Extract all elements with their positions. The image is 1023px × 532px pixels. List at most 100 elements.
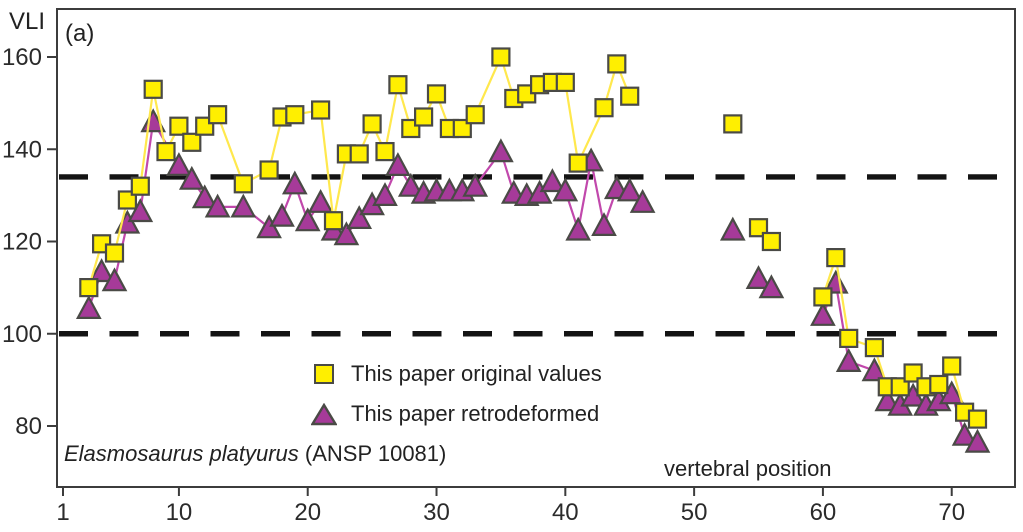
x-tick-label-20: 20 xyxy=(294,499,321,526)
panel-label: (a) xyxy=(65,20,95,47)
marker-square-pos-30 xyxy=(426,84,447,104)
y-tick-label-120: 120 xyxy=(2,229,42,256)
marker-triangle-pos-38 xyxy=(526,179,553,204)
marker-triangle-pos-43 xyxy=(591,212,617,236)
marker-square-pos-43 xyxy=(594,98,614,118)
marker-square-pos-7 xyxy=(130,176,150,196)
marker-triangle-pos-56 xyxy=(758,274,785,299)
x-tick-label-30: 30 xyxy=(423,499,450,526)
legend-label-retrodeformed: This paper retrodeformed xyxy=(351,401,600,426)
y-tick-label-140: 140 xyxy=(2,136,42,163)
marker-square-pos-27 xyxy=(388,75,408,95)
legend-row-retrodeformed: This paper retrodeformed xyxy=(306,394,602,434)
marker-square-pos-13 xyxy=(208,105,228,125)
y-tick-label-100: 100 xyxy=(2,321,42,348)
marker-triangle-pos-7 xyxy=(127,198,154,223)
marker-triangle-pos-28 xyxy=(397,172,424,197)
marker-triangle-pos-33 xyxy=(462,172,489,197)
marker-square-pos-33 xyxy=(465,105,485,125)
species-name: Elasmosaurus platyurus xyxy=(64,441,299,466)
legend-swatch-cell xyxy=(306,364,342,384)
marker-triangle-pos-55 xyxy=(745,265,772,289)
marker-square-pos-17 xyxy=(259,160,279,180)
marker-triangle-pos-11 xyxy=(178,165,205,190)
marker-square-pos-60 xyxy=(813,287,833,307)
specimen-number: (ANSP 10081) xyxy=(298,441,447,466)
marker-triangle-pos-72 xyxy=(964,428,991,453)
marker-square-pos-41 xyxy=(568,153,588,173)
marker-square-pos-3 xyxy=(79,278,99,298)
legend: This paper original values This paper re… xyxy=(306,354,602,434)
marker-square-pos-24 xyxy=(349,144,369,164)
legend-square-swatch xyxy=(314,364,334,384)
marker-triangle-pos-40 xyxy=(552,177,579,202)
marker-square-pos-11 xyxy=(182,132,202,152)
marker-triangle-pos-5 xyxy=(101,267,128,292)
specimen-caption: Elasmosaurus platyurus (ANSP 10081) xyxy=(64,441,446,467)
marker-square-pos-19 xyxy=(285,105,305,125)
marker-triangle-pos-10 xyxy=(166,152,192,176)
marker-square-pos-61 xyxy=(826,248,846,268)
marker-triangle-pos-18 xyxy=(269,202,295,227)
marker-triangle-pos-53 xyxy=(719,216,746,241)
marker-square-pos-29 xyxy=(414,107,434,127)
marker-triangle-pos-4 xyxy=(88,258,115,283)
x-tick-label-40: 40 xyxy=(552,499,579,526)
x-tick-label-60: 60 xyxy=(810,499,837,526)
plot-frame xyxy=(56,8,1016,488)
marker-square-pos-10 xyxy=(169,116,189,136)
marker-triangle-pos-64 xyxy=(861,357,888,382)
marker-triangle-pos-12 xyxy=(191,184,218,209)
marker-triangle-pos-62 xyxy=(835,348,862,372)
marker-square-pos-15 xyxy=(233,174,253,194)
marker-square-pos-62 xyxy=(839,328,859,348)
legend-label-original: This paper original values xyxy=(351,361,602,386)
marker-square-pos-64 xyxy=(864,338,885,358)
marker-square-pos-35 xyxy=(491,47,511,67)
marker-triangle-pos-19 xyxy=(281,170,308,195)
marker-triangle-pos-27 xyxy=(385,152,411,176)
marker-square-pos-8 xyxy=(143,79,163,99)
marker-triangle-pos-46 xyxy=(629,188,656,213)
marker-triangle-pos-65 xyxy=(874,387,901,412)
marker-triangle-pos-3 xyxy=(75,295,102,319)
marker-square-pos-22 xyxy=(323,211,344,231)
marker-triangle-pos-26 xyxy=(372,182,398,206)
marker-triangle-pos-41 xyxy=(565,216,592,241)
marker-triangle-pos-71 xyxy=(951,421,978,446)
legend-row-original: This paper original values xyxy=(306,354,602,394)
marker-square-pos-21 xyxy=(311,100,331,120)
marker-triangle-pos-21 xyxy=(307,188,334,213)
marker-triangle-pos-17 xyxy=(256,214,282,239)
marker-square-pos-45 xyxy=(620,86,640,106)
y-tick-label-160: 160 xyxy=(2,44,42,71)
marker-triangle-pos-45 xyxy=(616,177,643,202)
marker-square-pos-69 xyxy=(929,374,949,395)
marker-square-pos-40 xyxy=(555,72,575,93)
marker-triangle-pos-23 xyxy=(333,221,360,246)
y-tick-label-80: 80 xyxy=(15,413,42,440)
legend-triangle-swatch xyxy=(311,402,337,425)
marker-square-pos-25 xyxy=(362,114,382,134)
marker-square-pos-56 xyxy=(761,231,782,252)
x-axis-title: vertebral position xyxy=(664,456,832,481)
marker-square-pos-72 xyxy=(967,409,988,429)
marker-square-pos-44 xyxy=(607,54,627,74)
x-tick-label-70: 70 xyxy=(938,499,965,526)
legend-swatch-cell xyxy=(306,402,342,426)
x-tick-label-10: 10 xyxy=(166,499,193,526)
marker-triangle-pos-13 xyxy=(204,193,231,218)
marker-triangle-pos-35 xyxy=(488,138,514,163)
marker-triangle-pos-24 xyxy=(346,205,373,229)
y-axis-title: VLI xyxy=(9,8,46,35)
marker-triangle-pos-15 xyxy=(230,193,257,218)
marker-square-pos-26 xyxy=(375,142,395,162)
marker-square-pos-53 xyxy=(723,114,743,134)
x-tick-label-1: 1 xyxy=(56,499,69,526)
marker-square-pos-9 xyxy=(156,142,176,162)
marker-triangle-pos-20 xyxy=(294,207,321,232)
x-tick-label-50: 50 xyxy=(681,499,708,526)
marker-triangle-pos-39 xyxy=(539,168,566,193)
